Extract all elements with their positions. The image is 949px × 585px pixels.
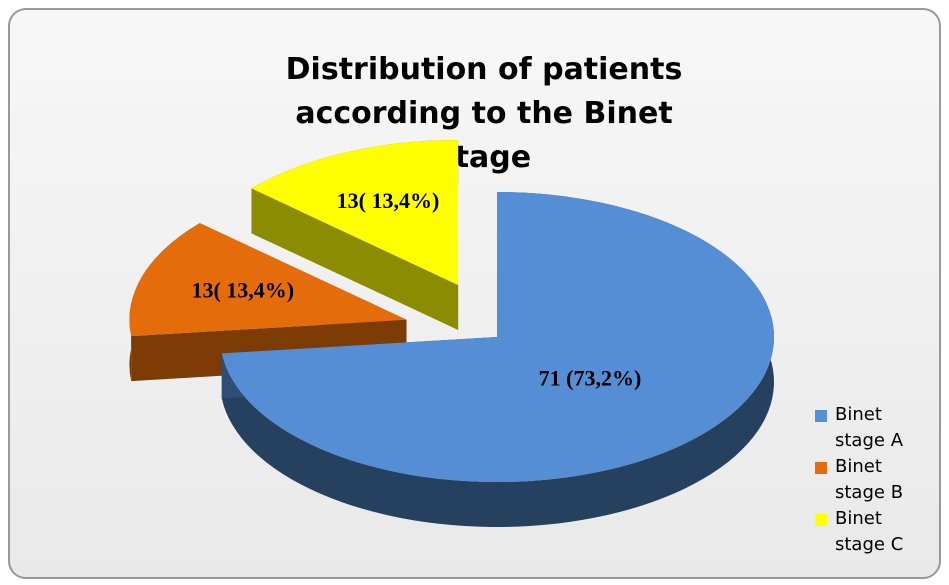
legend-swatch (815, 462, 827, 474)
slice-top (251, 139, 459, 285)
legend-item: Binet stage C (815, 506, 905, 558)
legend-item: Binet stage A (815, 402, 905, 454)
legend-swatch (815, 514, 827, 526)
legend-item: Binet stage B (815, 454, 905, 506)
slice-top (221, 192, 774, 482)
pie-slice (251, 139, 459, 330)
legend: Binet stage A Binet stage B Binet stage C (815, 402, 915, 558)
chart-frame: Distribution of patients according to th… (8, 8, 941, 579)
data-label: 13( 13,4%) (337, 188, 440, 213)
slice-top (129, 223, 407, 337)
slice-cut (251, 188, 459, 330)
data-label: 13( 13,4%) (191, 278, 294, 303)
legend-label: Binet stage C (835, 508, 904, 555)
legend-label: Binet stage A (835, 404, 904, 451)
pie-slice (221, 192, 774, 527)
chart: 13( 13,4%) 13( 13,4%) 71 (73,2%) (129, 139, 774, 527)
data-label: 71 (73,2%) (539, 365, 642, 390)
legend-label: Binet stage B (835, 456, 904, 503)
legend-swatch (815, 410, 827, 422)
chart-title: Distribution of patients according to th… (285, 52, 683, 175)
